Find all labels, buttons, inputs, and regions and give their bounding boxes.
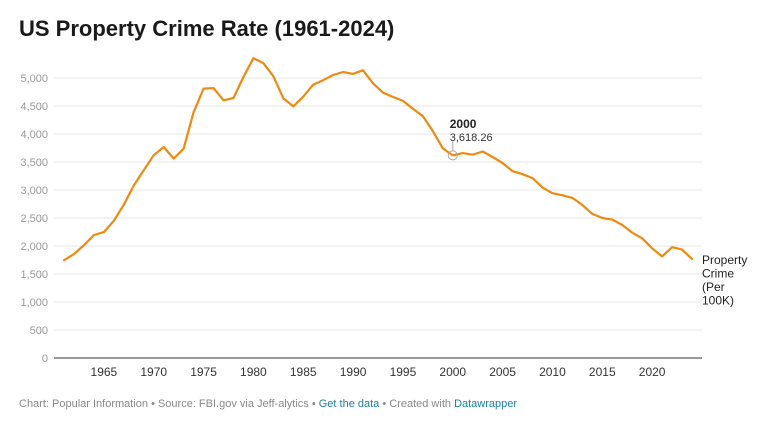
datawrapper-link[interactable]: Datawrapper (454, 398, 518, 410)
x-tick-label: 1970 (140, 365, 167, 379)
chart-title: US Property Crime Rate (1961-2024) (19, 16, 395, 41)
y-tick-label: 0 (42, 353, 48, 365)
y-tick-label: 1,500 (20, 269, 48, 281)
x-tick-label: 2000 (439, 365, 466, 379)
x-tick-label: 1990 (340, 365, 367, 379)
x-tick-label: 1965 (91, 365, 118, 379)
y-tick-label: 2,000 (20, 241, 48, 253)
x-tick-label: 1980 (240, 365, 267, 379)
annotation-marker (447, 150, 458, 161)
x-tick-label: 2005 (489, 365, 516, 379)
y-tick-label: 3,500 (20, 157, 48, 169)
y-tick-label: 500 (30, 325, 48, 337)
y-tick-label: 3,000 (20, 185, 48, 197)
footer-created-with-text: • Created with (379, 398, 455, 410)
get-data-link[interactable]: Get the data (318, 398, 380, 410)
annotation-year: 2000 (450, 117, 477, 131)
x-tick-label: 2015 (589, 365, 616, 379)
x-tick-label: 2010 (539, 365, 566, 379)
footer-credit-text: Chart: Popular Information • Source: FBI… (19, 398, 319, 410)
x-tick-label: 2020 (639, 365, 666, 379)
x-tick-label: 1975 (190, 365, 217, 379)
annotation-value: 3,618.26 (450, 132, 493, 144)
y-tick-label: 4,500 (20, 101, 48, 113)
series-label: (Per (702, 280, 725, 294)
y-tick-label: 5,000 (20, 73, 48, 85)
series-label: 100K) (702, 294, 734, 308)
y-tick-label: 4,000 (20, 129, 48, 141)
series-label: Property (702, 253, 747, 267)
series-label: Crime (702, 267, 734, 281)
y-tick-label: 2,500 (20, 213, 48, 225)
x-tick-label: 1985 (290, 365, 317, 379)
series-line (62, 57, 694, 262)
x-tick-label: 1995 (390, 365, 417, 379)
chart-footer: Chart: Popular Information • Source: FBI… (19, 398, 517, 410)
y-tick-label: 1,000 (20, 297, 48, 309)
